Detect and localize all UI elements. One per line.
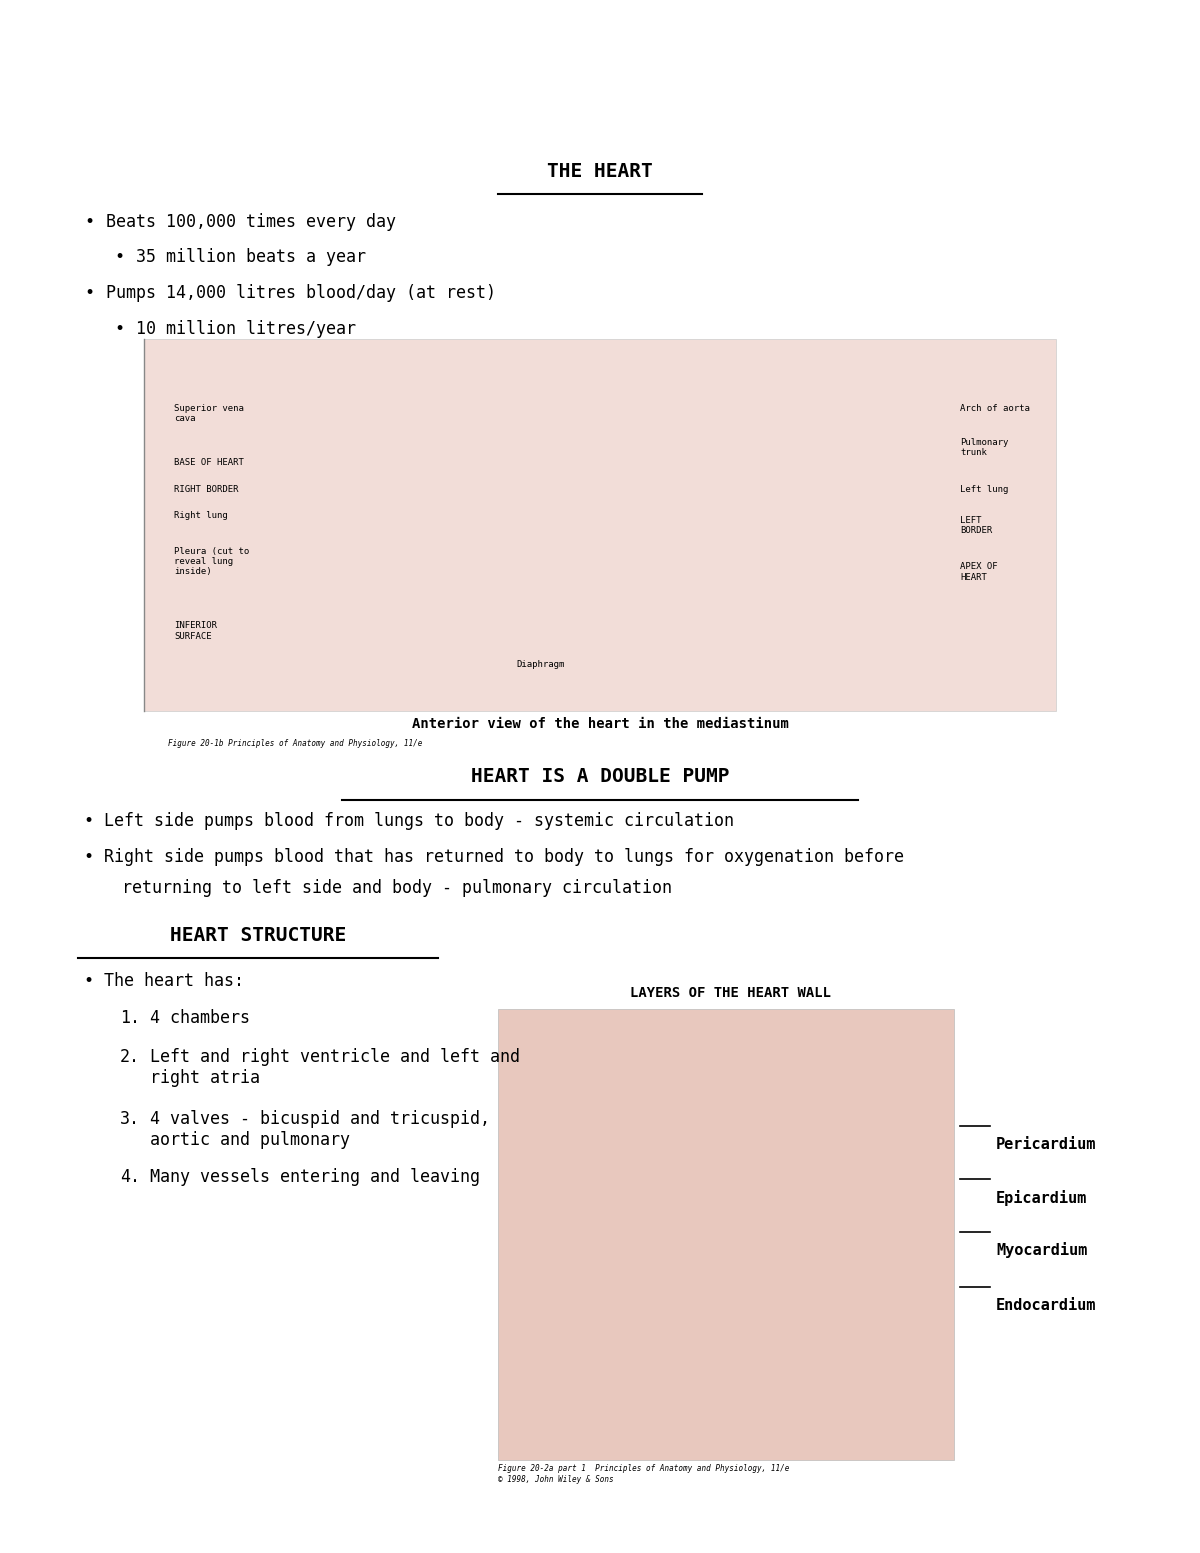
Text: •: • (114, 320, 124, 339)
Text: RIGHT BORDER: RIGHT BORDER (174, 485, 239, 494)
Text: 3.: 3. (120, 1110, 140, 1129)
Text: Left and right ventricle and left and
right atria: Left and right ventricle and left and ri… (150, 1048, 520, 1087)
Text: •: • (114, 248, 124, 267)
Text: 35 million beats a year: 35 million beats a year (136, 248, 366, 267)
Text: THE HEART: THE HEART (547, 162, 653, 180)
Text: 1.: 1. (120, 1009, 140, 1028)
Text: 4 chambers: 4 chambers (150, 1009, 250, 1028)
Text: Arch of aorta: Arch of aorta (960, 404, 1030, 413)
Text: HEART STRUCTURE: HEART STRUCTURE (170, 926, 346, 944)
Text: 4.: 4. (120, 1168, 140, 1186)
Text: Pericardium: Pericardium (996, 1137, 1097, 1152)
Text: Left lung: Left lung (960, 485, 1008, 494)
Text: INFERIOR
SURFACE: INFERIOR SURFACE (174, 621, 217, 640)
Bar (144, 339, 1056, 711)
Text: Pulmonary
trunk: Pulmonary trunk (960, 438, 1008, 457)
Text: Many vessels entering and leaving: Many vessels entering and leaving (150, 1168, 480, 1186)
Text: • Left side pumps blood from lungs to body - systemic circulation: • Left side pumps blood from lungs to bo… (84, 812, 734, 831)
Text: 4 valves - bicuspid and tricuspid,
aortic and pulmonary: 4 valves - bicuspid and tricuspid, aorti… (150, 1110, 490, 1149)
Text: HEART IS A DOUBLE PUMP: HEART IS A DOUBLE PUMP (470, 767, 730, 786)
Text: Figure 20-2a part 1  Principles of Anatomy and Physiology, 11/e
© 1998, John Wil: Figure 20-2a part 1 Principles of Anatom… (498, 1464, 790, 1483)
Text: Endocardium: Endocardium (996, 1298, 1097, 1314)
Text: 2.: 2. (120, 1048, 140, 1067)
Bar (498, 1009, 954, 1460)
Text: LAYERS OF THE HEART WALL: LAYERS OF THE HEART WALL (630, 986, 830, 1000)
Text: Diaphragm: Diaphragm (516, 660, 564, 669)
Text: 10 million litres/year: 10 million litres/year (136, 320, 355, 339)
Text: Epicardium: Epicardium (996, 1190, 1087, 1205)
Text: BASE OF HEART: BASE OF HEART (174, 458, 244, 467)
Text: Beats 100,000 times every day: Beats 100,000 times every day (106, 213, 396, 231)
Text: Figure 20-1b Principles of Anatomy and Physiology, 11/e: Figure 20-1b Principles of Anatomy and P… (168, 739, 422, 749)
Text: Myocardium: Myocardium (996, 1242, 1087, 1258)
Text: Right lung: Right lung (174, 511, 228, 520)
Text: LEFT
BORDER: LEFT BORDER (960, 516, 992, 534)
Text: Superior vena
cava: Superior vena cava (174, 404, 244, 422)
Text: • The heart has:: • The heart has: (84, 972, 244, 991)
Text: returning to left side and body - pulmonary circulation: returning to left side and body - pulmon… (102, 879, 672, 898)
Text: Anterior view of the heart in the mediastinum: Anterior view of the heart in the medias… (412, 717, 788, 731)
Text: Pumps 14,000 litres blood/day (at rest): Pumps 14,000 litres blood/day (at rest) (106, 284, 496, 303)
Text: •: • (84, 284, 94, 303)
Text: •: • (84, 213, 94, 231)
Text: APEX OF
HEART: APEX OF HEART (960, 562, 997, 581)
Text: Pleura (cut to
reveal lung
inside): Pleura (cut to reveal lung inside) (174, 547, 250, 576)
Text: • Right side pumps blood that has returned to body to lungs for oxygenation befo: • Right side pumps blood that has return… (84, 848, 904, 867)
